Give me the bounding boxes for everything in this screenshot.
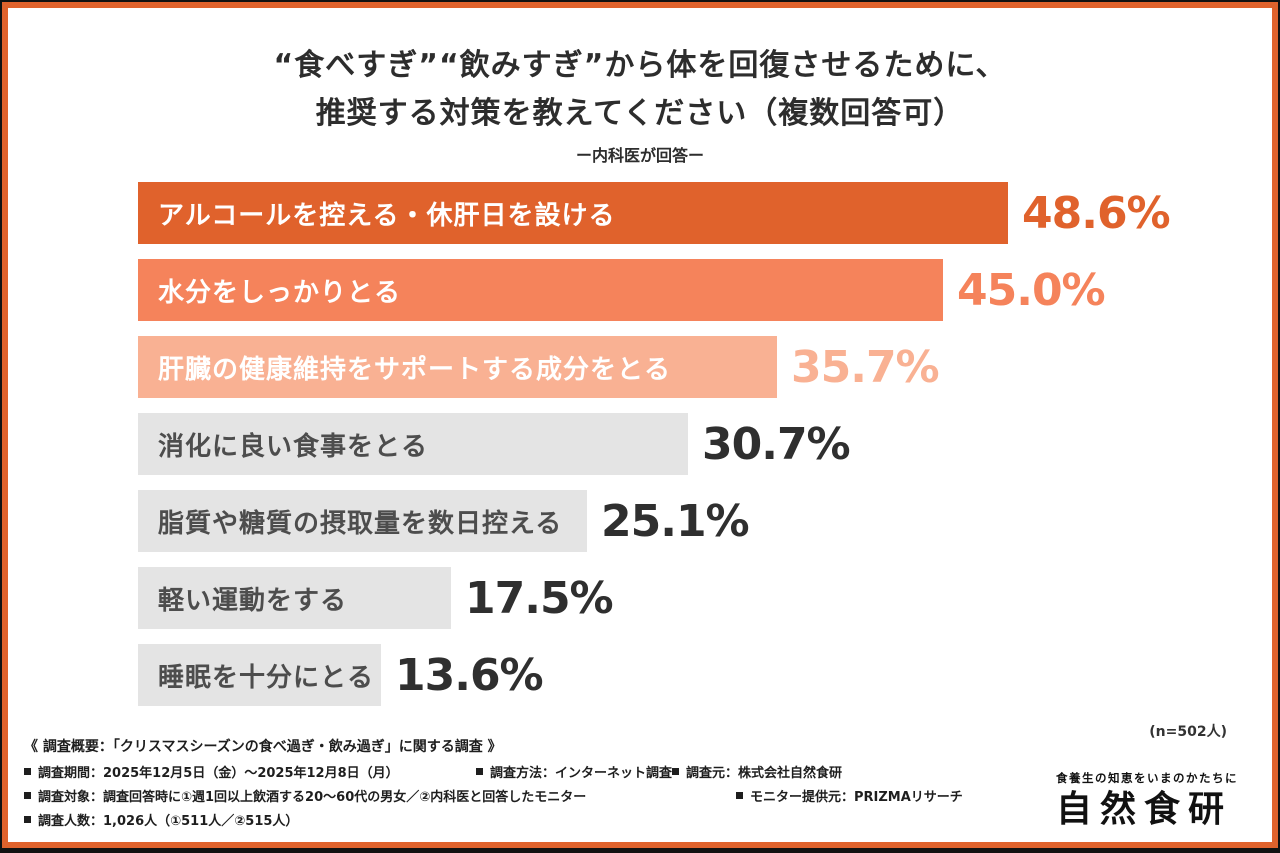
bar-value-label: 13.6% (395, 649, 544, 701)
survey-detail-item: 調査人数：1,026人（①511人／②515人） (24, 810, 298, 829)
bar-row: 水分をしっかりとる 45.0% (138, 259, 1248, 321)
bar-category-label: 消化に良い食事をとる (158, 431, 429, 462)
bar-category-label: アルコールを控える・休肝日を設ける (158, 200, 616, 231)
survey-detail-item: 調査元：株式会社自然食研 (672, 762, 842, 781)
survey-detail-item: モニター提供元：PRIZMAリサーチ (736, 786, 963, 805)
bar: 睡眠を十分にとる (138, 644, 381, 706)
bar-row: 脂質や糖質の摂取量を数日控える 25.1% (138, 490, 1248, 552)
square-bullet-icon (24, 768, 31, 775)
square-bullet-icon (672, 768, 680, 775)
bar-value-label: 17.5% (465, 572, 614, 624)
survey-detail-text: 調査期間：2025年12月5日（金）～2025年12月8日（月） (38, 766, 399, 781)
square-bullet-icon (24, 816, 31, 823)
survey-detail-item: 調査対象：調査回答時に①週1回以上飲酒する20～60代の男女／②内科医と回答した… (24, 786, 736, 805)
chart-subtitle: ー内科医が回答ー (575, 146, 704, 165)
bar: 消化に良い食事をとる (138, 413, 688, 475)
bar-row: 肝臓の健康維持をサポートする成分をとる 35.7% (138, 336, 1248, 398)
bar-value-label: 25.1% (601, 495, 750, 547)
survey-detail-row: 調査人数：1,026人（①511人／②515人） (24, 810, 963, 829)
bar-row: 消化に良い食事をとる 30.7% (138, 413, 1248, 475)
bar-category-label: 肝臓の健康維持をサポートする成分をとる (158, 354, 672, 385)
footer: 《 調査概要：「クリスマスシーズンの食べ過ぎ・飲み過ぎ」に関する調査 》 調査期… (24, 736, 1256, 834)
survey-overview-details: 調査期間：2025年12月5日（金）～2025年12月8日（月） 調査方法：インタ… (24, 762, 963, 829)
horizontal-bar-chart: アルコールを控える・休肝日を設ける 48.6% 水分をしっかりとる 45.0% 肝臓の健… (138, 182, 1248, 706)
title-line-1: “食べすぎ”“飲みすぎ”から体を回復させるために、 (273, 48, 1007, 83)
square-bullet-icon (476, 768, 483, 775)
survey-detail-text: 調査方法：インターネット調査 (490, 766, 673, 781)
square-bullet-icon (24, 792, 31, 799)
bar: 軽い運動をする (138, 567, 451, 629)
header: “食べすぎ”“飲みすぎ”から体を回復させるために、 推奨する対策を教えてください（… (8, 8, 1272, 166)
survey-overview-heading: 《 調査概要：「クリスマスシーズンの食べ過ぎ・飲み過ぎ」に関する調査 》 (24, 739, 502, 755)
survey-detail-text: モニター提供元：PRIZMAリサーチ (750, 790, 963, 805)
bar-row: 睡眠を十分にとる 13.6% (138, 644, 1248, 706)
survey-detail-text: 調査人数：1,026人（①511人／②515人） (38, 814, 299, 829)
brand-logo: 食養生の知恵をいまのかたちに 自然食研 (1056, 770, 1256, 834)
page-title: “食べすぎ”“飲みすぎ”から体を回復させるために、 推奨する対策を教えてください（… (8, 42, 1272, 138)
bar: 水分をしっかりとる (138, 259, 943, 321)
survey-detail-row: 調査対象：調査回答時に①週1回以上飲酒する20～60代の男女／②内科医と回答した… (24, 786, 963, 805)
brand-name: 自然食研 (1056, 789, 1233, 831)
bar-category-label: 脂質や糖質の摂取量を数日控える (158, 508, 563, 539)
title-line-2: 推奨する対策を教えてください（複数回答可） (315, 96, 965, 131)
survey-detail-row: 調査期間：2025年12月5日（金）～2025年12月8日（月） 調査方法：インタ… (24, 762, 963, 781)
bar-category-label: 水分をしっかりとる (158, 277, 402, 308)
bar-category-label: 睡眠を十分にとる (158, 662, 375, 693)
sample-size-note: (n=502人) (1149, 724, 1227, 740)
bar-value-label: 45.0% (957, 264, 1106, 316)
bar-row: アルコールを控える・休肝日を設ける 48.6% (138, 182, 1248, 244)
bar-value-label: 35.7% (791, 341, 940, 393)
square-bullet-icon (736, 792, 743, 799)
survey-overview: 《 調査概要：「クリスマスシーズンの食べ過ぎ・飲み過ぎ」に関する調査 》 調査期… (24, 736, 963, 834)
bar: 脂質や糖質の摂取量を数日控える (138, 490, 587, 552)
brand-tagline: 食養生の知恵をいまのかたちに (1056, 771, 1238, 786)
survey-detail-item: 調査方法：インターネット調査 (476, 762, 672, 781)
bar-category-label: 軽い運動をする (158, 585, 348, 616)
bar: アルコールを控える・休肝日を設ける (138, 182, 1008, 244)
survey-detail-text: 調査対象：調査回答時に①週1回以上飲酒する20～60代の男女／②内科医と回答した… (38, 790, 587, 805)
bar-value-label: 48.6% (1022, 187, 1171, 239)
survey-detail-item: 調査期間：2025年12月5日（金）～2025年12月8日（月） (24, 762, 476, 781)
bar: 肝臓の健康維持をサポートする成分をとる (138, 336, 777, 398)
bar-value-label: 30.7% (702, 418, 851, 470)
survey-detail-text: 調査元：株式会社自然食研 (686, 766, 843, 781)
bar-row: 軽い運動をする 17.5% (138, 567, 1248, 629)
